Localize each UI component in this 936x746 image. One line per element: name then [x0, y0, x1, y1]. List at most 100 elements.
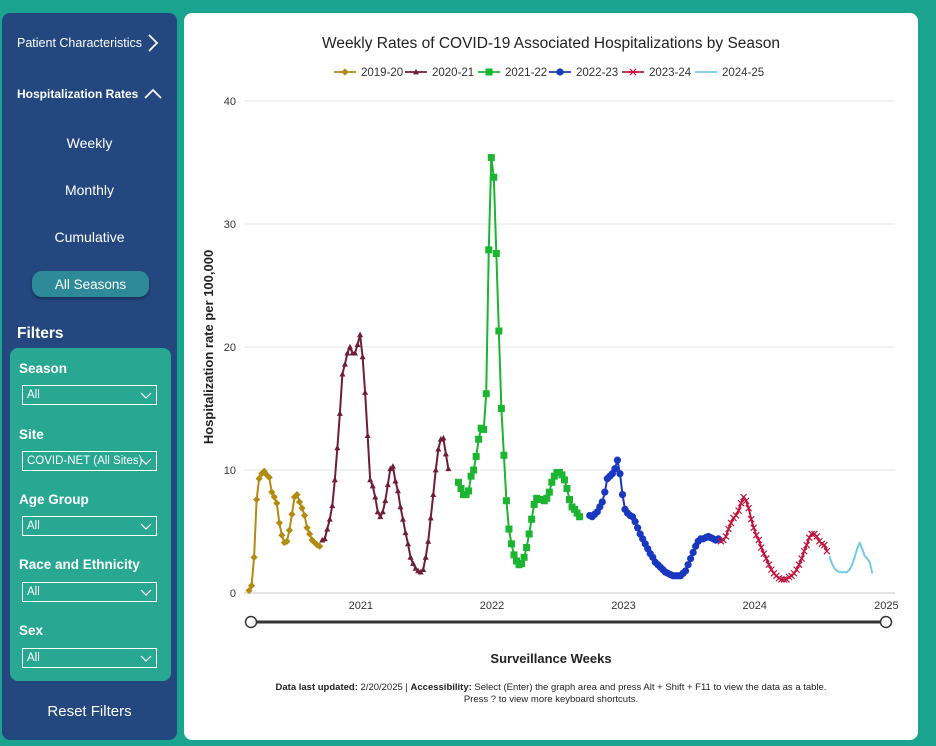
data-point — [321, 535, 328, 542]
legend-marker — [556, 68, 564, 76]
data-point — [392, 477, 399, 484]
data-point — [379, 508, 386, 515]
data-point — [295, 498, 304, 506]
data-point — [689, 548, 697, 557]
data-point — [425, 538, 432, 544]
data-point — [422, 554, 429, 560]
data-point — [372, 493, 379, 500]
data-point — [402, 529, 409, 536]
data-point — [352, 349, 359, 356]
age-group-select[interactable]: All — [22, 516, 157, 536]
data-point — [475, 435, 483, 443]
slider-handle-start[interactable] — [244, 615, 258, 629]
series-2019-20 — [245, 467, 324, 595]
season-select[interactable]: All — [22, 385, 157, 405]
season-label: Season — [19, 361, 68, 376]
data-point — [560, 476, 568, 484]
data-point — [719, 536, 727, 544]
data-point — [518, 559, 526, 567]
x-axis-label: Surveillance Weeks — [490, 651, 611, 666]
data-point — [497, 405, 505, 412]
hospitalization-rates-nav[interactable]: Hospitalization Rates — [2, 79, 177, 109]
nav-cumulative[interactable]: Cumulative — [54, 229, 125, 245]
chevron-down-icon — [140, 392, 152, 399]
data-point — [613, 456, 622, 464]
series-2021-22 — [454, 154, 584, 569]
data-point — [293, 491, 301, 499]
reset-filters-button[interactable]: Reset Filters — [47, 703, 132, 720]
data-point — [525, 530, 533, 538]
data-point — [432, 466, 439, 473]
data-point — [384, 481, 391, 488]
legend-label: 2020-21 — [432, 67, 474, 79]
sex-label: Sex — [19, 623, 44, 638]
legend-item[interactable]: 2022-23 — [549, 67, 618, 79]
data-point — [573, 509, 581, 517]
hospitalization-rates-label: Hospitalization Rates — [17, 87, 139, 101]
data-point — [755, 536, 763, 544]
all-seasons-button[interactable]: All Seasons — [32, 271, 149, 297]
data-point — [354, 341, 361, 347]
data-point — [250, 553, 258, 561]
legend-label: 2019-20 — [361, 67, 403, 79]
data-point — [331, 476, 338, 483]
sex-select[interactable]: All — [22, 648, 157, 668]
data-point — [275, 519, 283, 527]
data-point — [545, 488, 553, 496]
x-tick-label: 2025 — [874, 600, 898, 612]
filters-title: Filters — [17, 325, 64, 342]
data-point — [485, 246, 493, 254]
data-point — [430, 491, 437, 497]
legend-item[interactable]: 2023-24 — [622, 67, 692, 79]
data-point — [502, 497, 510, 505]
data-point — [374, 508, 381, 515]
data-point — [735, 507, 742, 515]
data-point — [427, 514, 434, 521]
chart[interactable]: Weekly Rates of COVID-19 Associated Hosp… — [184, 13, 918, 673]
data-point — [765, 561, 773, 569]
chevron-down-icon — [140, 523, 152, 530]
legend-item[interactable]: 2019-20 — [334, 67, 403, 79]
data-point — [445, 465, 452, 472]
data-point — [740, 493, 748, 501]
data-point — [336, 410, 343, 416]
data-point — [487, 154, 495, 162]
data-point — [394, 487, 401, 494]
series-2022-23 — [586, 456, 722, 580]
series-2020-21 — [319, 331, 452, 575]
data-point — [576, 513, 584, 521]
data-point — [247, 582, 256, 590]
date-range-slider[interactable] — [244, 615, 893, 629]
data-point — [681, 567, 690, 575]
updated-value: 2/20/2025 — [360, 682, 403, 693]
data-point — [745, 504, 753, 512]
nav-weekly[interactable]: Weekly — [66, 135, 113, 151]
legend-item[interactable]: 2024-25 — [695, 67, 764, 79]
data-point — [288, 510, 296, 518]
data-point — [300, 511, 309, 520]
data-point — [359, 353, 366, 360]
race-ethnicity-select[interactable]: All — [22, 582, 157, 602]
data-point — [530, 500, 538, 508]
legend-item[interactable]: 2021-22 — [478, 67, 547, 79]
nav-monthly[interactable]: Monthly — [64, 182, 115, 198]
y-tick-label: 10 — [224, 465, 236, 477]
slider-handle-end[interactable] — [879, 615, 893, 629]
data-point — [253, 495, 261, 504]
footnote-line-2: Press ? to view more keyboard shortcuts. — [463, 694, 639, 705]
data-point — [334, 444, 341, 451]
site-select[interactable]: COVID-NET (All Sites) — [22, 451, 157, 471]
data-point — [303, 524, 311, 532]
data-point — [245, 586, 253, 595]
data-point — [737, 499, 745, 507]
series-2024-25 — [828, 541, 874, 574]
data-point — [566, 496, 573, 504]
x-tick-label: 2021 — [349, 600, 373, 612]
data-point — [407, 554, 414, 560]
data-point — [465, 487, 473, 495]
patient-characteristics-nav[interactable]: Patient Characteristics — [2, 28, 177, 58]
data-point — [410, 560, 417, 566]
legend-item[interactable]: 2020-21 — [405, 67, 474, 79]
data-point — [548, 478, 556, 486]
legend-marker — [485, 68, 493, 76]
